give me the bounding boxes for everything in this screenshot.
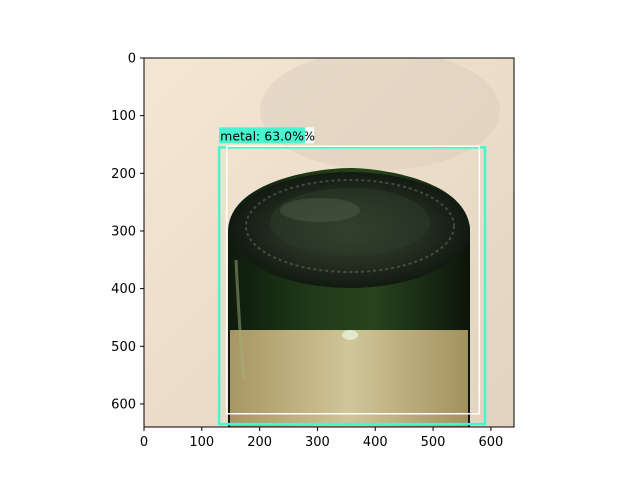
detection-label-ghost-suffix: %	[303, 128, 315, 143]
detection-label: metal: 63.0%	[220, 128, 304, 143]
detection-box	[217, 146, 487, 426]
photo	[144, 58, 514, 427]
axes-frame	[143, 57, 515, 428]
x-axis: 0 100 200 300 400 500 600	[140, 427, 503, 450]
y-tick-label: 600	[111, 397, 136, 412]
y-tick-label: 300	[111, 224, 136, 239]
y-tick-label: 400	[111, 282, 136, 297]
detection-box	[225, 145, 481, 415]
x-tick-label: 300	[305, 435, 330, 450]
x-tick-label: 400	[363, 435, 388, 450]
detection-label-background	[219, 127, 306, 144]
y-axis: 0 100 200 300 400 500 600	[111, 52, 144, 412]
y-tick-label: 500	[111, 340, 136, 355]
x-tick-label: 600	[478, 435, 503, 450]
x-tick-label: 0	[140, 435, 148, 450]
x-tick-label: 500	[421, 435, 446, 450]
detections-layer	[217, 145, 487, 426]
y-tick-label: 0	[128, 52, 136, 67]
y-tick-label: 200	[111, 167, 136, 182]
y-tick-label: 100	[111, 109, 136, 124]
detection-label-layer: %metal: 63.0%	[219, 127, 315, 144]
x-tick-label: 200	[247, 435, 272, 450]
bottle-label	[230, 330, 468, 427]
x-tick-label: 100	[189, 435, 214, 450]
